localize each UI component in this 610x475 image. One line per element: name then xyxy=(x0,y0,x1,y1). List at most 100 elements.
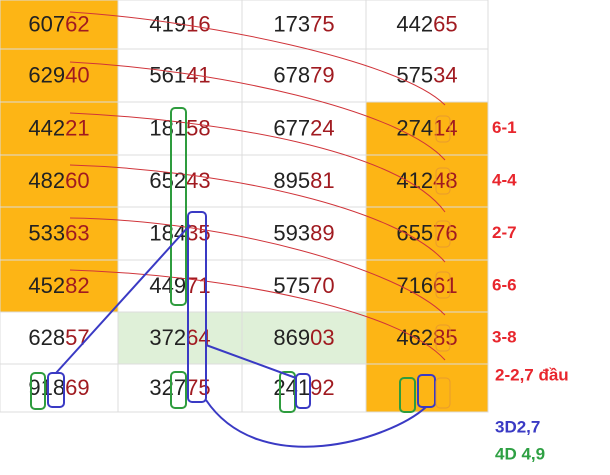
cell-number: 27414 xyxy=(396,115,457,140)
number-head: 628 xyxy=(28,325,65,350)
number-head: 482 xyxy=(28,168,65,193)
cell-number: 44221 xyxy=(28,115,89,140)
cell xyxy=(241,48,367,103)
number-head: 327 xyxy=(149,375,186,400)
note-label: 6-1 xyxy=(492,118,517,137)
number-tail: 63 xyxy=(65,220,89,245)
number-tail: 76 xyxy=(433,220,457,245)
cell-number: 44971 xyxy=(149,273,210,298)
cell-number: 17375 xyxy=(273,11,334,36)
number-head: 442 xyxy=(28,115,65,140)
number-tail: 69 xyxy=(65,375,89,400)
number-tail: 70 xyxy=(310,273,334,298)
cell xyxy=(365,154,489,208)
number-head: 241 xyxy=(273,375,310,400)
number-tail: 92 xyxy=(310,375,334,400)
cell-number: 48260 xyxy=(28,168,89,193)
number-tail: 14 xyxy=(433,115,457,140)
number-head: 918 xyxy=(28,375,65,400)
cell-number: 89581 xyxy=(273,168,334,193)
number-head: 274 xyxy=(396,115,433,140)
cell-number: 41248 xyxy=(396,168,457,193)
note-label: 3-8 xyxy=(492,327,517,346)
cell-number: 53363 xyxy=(28,220,89,245)
number-head: 184 xyxy=(149,220,186,245)
cell xyxy=(0,48,119,103)
number-tail: 03 xyxy=(310,325,334,350)
number-head: 895 xyxy=(273,168,310,193)
legend-blue: 3D2,7 xyxy=(495,417,540,436)
number-tail: 48 xyxy=(433,168,457,193)
cell-number: 67879 xyxy=(273,62,334,87)
cell xyxy=(117,311,243,365)
cell xyxy=(117,154,243,208)
number-tail: 41 xyxy=(186,62,210,87)
cell xyxy=(241,101,367,156)
cell-number: 57534 xyxy=(396,62,457,87)
number-tail: 89 xyxy=(310,220,334,245)
number-head: 575 xyxy=(396,62,433,87)
number-head: 173 xyxy=(273,11,310,36)
cell xyxy=(365,101,489,156)
cell xyxy=(365,48,489,103)
number-head: 449 xyxy=(149,273,186,298)
note-label: 4-4 xyxy=(492,170,517,189)
number-head: 677 xyxy=(273,115,310,140)
cell-number: 32775 xyxy=(149,375,210,400)
cell-number: 44265 xyxy=(396,11,457,36)
cell-number: 71661 xyxy=(396,273,457,298)
number-head: 561 xyxy=(149,62,186,87)
number-head: 533 xyxy=(28,220,65,245)
number-head: 607 xyxy=(28,11,65,36)
cell-number: 18158 xyxy=(149,115,210,140)
cell-number: 62857 xyxy=(28,325,89,350)
cell xyxy=(117,206,243,261)
annotations xyxy=(30,11,451,448)
number-tail: 24 xyxy=(310,115,334,140)
number-tail: 43 xyxy=(186,168,210,193)
cell xyxy=(241,154,367,208)
cell xyxy=(365,0,489,50)
cell-number: 91869 xyxy=(28,375,89,400)
number-head: 442 xyxy=(396,11,433,36)
number-head: 655 xyxy=(396,220,433,245)
number-head: 412 xyxy=(396,168,433,193)
number-tail: 62 xyxy=(65,11,89,36)
cell xyxy=(365,259,489,313)
cell-number: 45282 xyxy=(28,273,89,298)
number-tail: 81 xyxy=(310,168,334,193)
cell xyxy=(241,311,367,365)
number-tail: 34 xyxy=(433,62,457,87)
number-tail: 58 xyxy=(186,115,210,140)
number-head: 372 xyxy=(149,325,186,350)
number-head: 716 xyxy=(396,273,433,298)
cell-number: 46285 xyxy=(396,325,457,350)
number-head: 629 xyxy=(28,62,65,87)
note-label: 2-7 xyxy=(492,223,517,242)
number-tail: 60 xyxy=(65,168,89,193)
number-tail: 40 xyxy=(65,62,89,87)
number-tail: 85 xyxy=(433,325,457,350)
number-tail: 75 xyxy=(310,11,334,36)
number-tail: 57 xyxy=(65,325,89,350)
cell xyxy=(365,363,489,413)
cell xyxy=(241,363,367,413)
legend-green: 4D 4,9 xyxy=(495,444,545,463)
number-tail: 79 xyxy=(310,62,334,87)
number-head: 678 xyxy=(273,62,310,87)
cell-number: 67724 xyxy=(273,115,334,140)
cell-number: 56141 xyxy=(149,62,210,87)
number-tail: 21 xyxy=(65,115,89,140)
cell xyxy=(0,206,119,261)
cell-number: 60762 xyxy=(28,11,89,36)
cell xyxy=(117,48,243,103)
cell-number: 65243 xyxy=(149,168,210,193)
number-tail: 82 xyxy=(65,273,89,298)
number-head: 593 xyxy=(273,220,310,245)
cell-number: 65576 xyxy=(396,220,457,245)
cell-number: 86903 xyxy=(273,325,334,350)
number-tail: 61 xyxy=(433,273,457,298)
cell-number: 37264 xyxy=(149,325,210,350)
cell xyxy=(365,311,489,365)
